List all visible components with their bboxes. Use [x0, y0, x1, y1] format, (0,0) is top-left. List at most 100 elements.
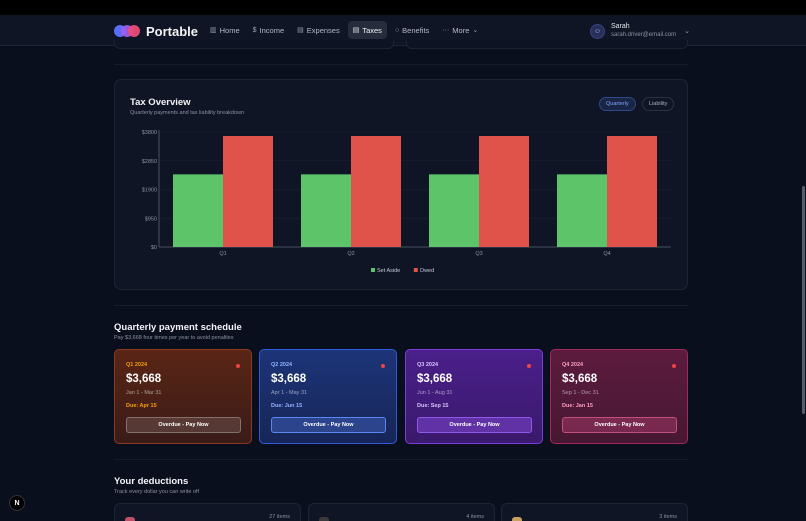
user-email: sarah.driver@email.com: [611, 32, 677, 38]
bar-set-aside-q3: [429, 174, 479, 247]
quarter-label: Q1 2024: [126, 362, 148, 368]
user-menu[interactable]: ☺ Sarah sarah.driver@email.com ⌄: [590, 22, 690, 40]
pay-now-button[interactable]: Overdue - Pay Now: [271, 417, 386, 433]
legend-label: Set Aside: [377, 268, 400, 274]
y-tick-label: $3800: [142, 130, 157, 136]
nav-item-income[interactable]: $ Income: [248, 21, 290, 39]
tax-overview-card: Tax Overview Quarterly payments and tax …: [114, 79, 688, 290]
section-divider: [114, 305, 688, 306]
due-date: Due: Jan 15: [562, 403, 593, 409]
payment-amount: $3,668: [126, 373, 162, 385]
item-count: 3 items: [659, 514, 677, 520]
schedule-title: Quarterly payment schedule: [114, 322, 242, 333]
nav-label: Taxes: [362, 25, 382, 35]
x-tick-label: Q4: [603, 251, 610, 257]
bar-owed-q1: [223, 135, 273, 247]
deductions-title: Your deductions: [114, 476, 189, 487]
date-range: Sep 1 - Dec 31: [562, 390, 599, 396]
nav-label: Expenses: [306, 25, 340, 35]
tax-overview-title: Tax Overview: [130, 97, 191, 108]
ellipsis-icon: ···: [442, 26, 450, 34]
y-tick-label: $1900: [142, 188, 157, 194]
payment-card-q3: Q3 2024 $3,668 Jun 1 - Aug 31 Due: Sep 1…: [405, 349, 543, 444]
card-stub: [406, 40, 688, 49]
nav-label: Home: [219, 25, 240, 35]
pay-now-button[interactable]: Overdue - Pay Now: [126, 417, 241, 433]
pay-now-button[interactable]: Overdue - Pay Now: [417, 417, 532, 433]
main-nav: ▥ Home $ Income ▤ Expenses ▤ Taxes ○ Ben…: [205, 21, 483, 39]
chevron-down-icon: ⌄: [684, 28, 690, 35]
y-tick-label: $0: [151, 245, 157, 251]
tax-overview-subtitle: Quarterly payments and tax liability bre…: [130, 110, 245, 116]
nav-item-taxes[interactable]: ▤ Taxes: [347, 21, 387, 39]
bar-set-aside-q4: [557, 174, 607, 247]
legend-label: Owed: [420, 268, 434, 274]
nav-item-benefits[interactable]: ○ Benefits: [390, 21, 434, 39]
item-count: 4 items: [466, 514, 484, 520]
payment-card-q4: Q4 2024 $3,668 Sep 1 - Dec 31 Due: Jan 1…: [550, 349, 688, 444]
logo-mark-icon: [114, 25, 142, 37]
y-tick-label: $950: [145, 216, 157, 222]
receipt-icon: ▤: [297, 27, 304, 34]
document-icon: ▤: [352, 27, 360, 34]
toggle-liability[interactable]: Liability: [642, 97, 675, 111]
payment-card-q2: Q2 2024 $3,668 Apr 1 - May 31 Due: Jun 1…: [259, 349, 397, 444]
app-logo[interactable]: Portable: [114, 22, 198, 40]
x-tick-label: Q1: [219, 251, 226, 257]
deductions-subtitle: Track every dollar you can write off: [114, 489, 199, 495]
payment-amount: $3,668: [562, 373, 598, 385]
date-range: Jun 1 - Aug 31: [417, 390, 453, 396]
deduction-card[interactable]: 3 items: [501, 503, 688, 521]
chart-icon: ▥: [210, 27, 217, 34]
nav-item-more[interactable]: ··· More ⌄: [437, 21, 483, 39]
bar-set-aside-q1: [173, 174, 223, 247]
pay-now-button[interactable]: Overdue - Pay Now: [562, 417, 677, 433]
section-divider: [114, 459, 688, 460]
date-range: Apr 1 - May 31: [271, 390, 308, 396]
date-range: Jan 1 - Mar 31: [126, 390, 162, 396]
overdue-status-dot: [672, 364, 676, 368]
overdue-status-dot: [527, 364, 531, 368]
legend-swatch: [413, 268, 418, 272]
nav-label: More: [452, 25, 470, 35]
bar-owed-q4: [607, 135, 657, 247]
overdue-status-dot: [381, 364, 385, 368]
bar-owed-q2: [351, 135, 401, 247]
quarter-label: Q4 2024: [562, 362, 584, 368]
schedule-subtitle: Pay $3,668 four times per year to avoid …: [114, 335, 234, 341]
payment-card-q1: Q1 2024 $3,668 Jan 1 - Mar 31 Due: Apr 1…: [114, 349, 252, 444]
x-tick-label: Q2: [347, 251, 354, 257]
nav-item-home[interactable]: ▥ Home: [205, 21, 245, 39]
shield-icon: ○: [394, 26, 400, 34]
x-tick-label: Q3: [475, 251, 482, 257]
chevron-down-icon: ⌄: [472, 27, 479, 34]
dollar-icon: $: [252, 26, 257, 34]
legend-swatch: [371, 268, 375, 272]
item-count: 27 items: [269, 514, 290, 520]
category-icon: [512, 517, 522, 521]
nav-label: Benefits: [402, 25, 430, 35]
nav-item-expenses[interactable]: ▤ Expenses: [292, 21, 345, 39]
toggle-quarterly[interactable]: Quarterly: [599, 97, 636, 111]
section-divider: [114, 64, 688, 65]
nav-label: Income: [259, 25, 285, 35]
user-name: Sarah: [611, 23, 630, 30]
payment-amount: $3,668: [271, 373, 307, 385]
user-avatar-icon: ☺: [590, 23, 605, 39]
y-tick-label: $2850: [142, 159, 157, 165]
due-date: Due: Jun 15: [271, 403, 303, 409]
category-icon: [125, 517, 135, 521]
due-date: Due: Apr 15: [126, 403, 157, 409]
quarter-label: Q2 2024: [271, 362, 293, 368]
quarter-label: Q3 2024: [417, 362, 439, 368]
bar-owed-q3: [479, 135, 529, 247]
app-name: Portable: [146, 23, 199, 39]
tax-overview-chart: $0 $950 $1900 $2850 $3800 Q1 Q2 Q3 Q4 Set Aside Ow…: [142, 130, 671, 274]
deduction-card[interactable]: 27 items: [114, 503, 301, 521]
category-icon: [319, 517, 329, 521]
page-scrollbar[interactable]: [802, 186, 805, 414]
dev-tools-badge[interactable]: N: [9, 495, 25, 511]
payment-amount: $3,668: [417, 373, 453, 385]
deduction-card[interactable]: 4 items: [308, 503, 495, 521]
due-date: Due: Sep 15: [417, 403, 449, 409]
